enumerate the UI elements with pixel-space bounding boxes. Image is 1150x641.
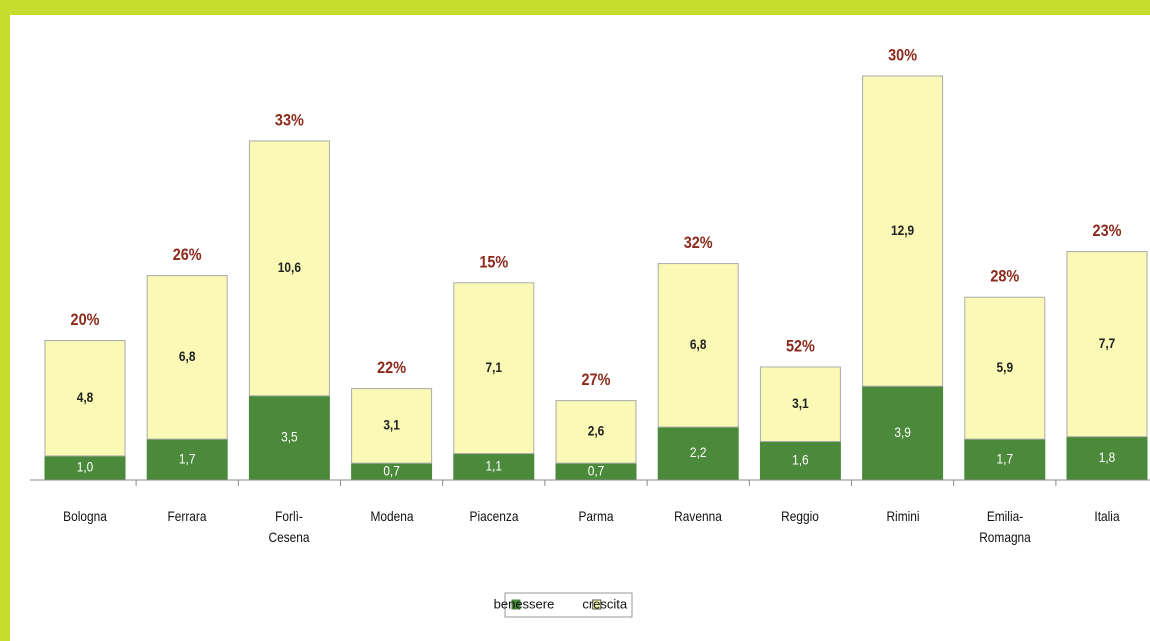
bar-segment — [657, 426, 739, 481]
legend-label: crescita — [582, 596, 628, 611]
legend-box — [504, 592, 633, 618]
value-label: 3,5 — [281, 429, 298, 445]
annotation: 22% — [377, 359, 406, 377]
bar-segment — [44, 455, 126, 481]
x-tick-label: Rimini — [886, 508, 920, 524]
bar-segment — [862, 385, 944, 481]
legend-swatch — [592, 599, 602, 610]
value-label: 2,2 — [690, 444, 707, 460]
annotation: 23% — [1093, 222, 1122, 240]
annotation: 20% — [71, 311, 100, 329]
value-label: 0,7 — [588, 462, 605, 478]
value-label: 1,7 — [179, 450, 196, 466]
bar-segment — [351, 388, 433, 464]
x-tick-label: Bologna — [63, 508, 107, 524]
x-tick-label: Parma — [578, 508, 614, 524]
bar-segment — [964, 438, 1046, 481]
bar-segment — [146, 275, 228, 440]
value-label: 1,6 — [792, 452, 809, 468]
value-label: 5,9 — [997, 359, 1014, 375]
x-tick-label: Emilia-Romagna — [978, 508, 1031, 545]
value-label: 0,7 — [383, 462, 400, 478]
value-label: 3,1 — [383, 417, 400, 433]
annotation: 30% — [888, 46, 917, 64]
value-label: 3,1 — [792, 395, 809, 411]
bar-segment — [453, 282, 535, 455]
annotation: 52% — [786, 337, 815, 355]
x-tick-label: Forlì-Cesena — [268, 508, 310, 545]
x-tick-label: Reggio — [781, 508, 820, 524]
value-label: 10,6 — [278, 259, 301, 275]
bar-segment — [1066, 436, 1148, 481]
value-label: 4,8 — [77, 389, 94, 405]
value-label: 7,7 — [1099, 335, 1116, 351]
x-tick-label: Modena — [370, 508, 414, 524]
annotation: 28% — [990, 268, 1019, 286]
annotation: 27% — [582, 371, 611, 389]
value-label: 6,8 — [690, 336, 707, 352]
bar-segment — [1066, 251, 1148, 438]
bar-segment — [555, 400, 637, 464]
bar-segment — [759, 441, 841, 481]
x-tick-label: Piacenza — [469, 508, 519, 524]
bar-segment — [964, 296, 1046, 440]
annotation: 15% — [479, 253, 508, 271]
frame — [0, 0, 10, 641]
bar-segment — [146, 438, 228, 481]
value-label: 1,7 — [997, 450, 1014, 466]
bar-segment — [759, 366, 841, 443]
value-label: 6,8 — [179, 348, 196, 364]
bar-segment — [657, 263, 739, 428]
x-tick-label: Ravenna — [674, 508, 723, 524]
value-label: 12,9 — [891, 222, 914, 238]
x-tick-label: Italia — [1094, 508, 1120, 524]
value-label: 1,8 — [1099, 449, 1116, 465]
legend-swatch — [511, 599, 521, 610]
annotation: 33% — [275, 111, 304, 129]
value-label: 7,1 — [486, 359, 503, 375]
annotation: 32% — [684, 234, 713, 252]
annotation: 26% — [173, 246, 202, 264]
bar-segment — [44, 340, 126, 457]
bar-segment — [862, 75, 944, 387]
legend-label: benessere — [494, 596, 555, 611]
x-tick-label: Ferrara — [167, 508, 207, 524]
value-label: 1,0 — [77, 459, 94, 475]
frame — [0, 0, 1150, 15]
value-label: 2,6 — [588, 423, 605, 439]
value-label: 3,9 — [894, 424, 911, 440]
bar-segment — [248, 140, 330, 397]
value-label: 1,1 — [486, 458, 503, 474]
